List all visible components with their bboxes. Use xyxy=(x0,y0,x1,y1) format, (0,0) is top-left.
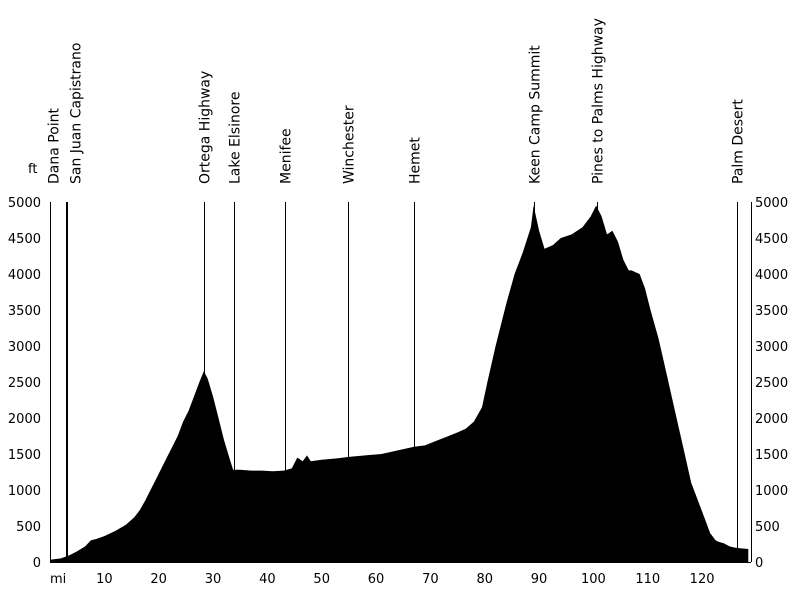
y-tick-label-right: 1000 xyxy=(755,484,788,499)
x-tick-label: 60 xyxy=(368,572,385,587)
x-tick-label: 20 xyxy=(150,572,167,587)
y-tick-label-left: 1500 xyxy=(8,448,41,463)
x-tick-label: 90 xyxy=(531,572,548,587)
y-tick-label-right: 0 xyxy=(755,556,763,571)
waypoint-label: Dana Point xyxy=(47,107,63,184)
y-tick-label-right: 3500 xyxy=(755,304,788,319)
y-tick-label-left: 3000 xyxy=(8,340,41,355)
waypoint-label: Hemet xyxy=(408,137,424,184)
y-tick-label-left: 2000 xyxy=(8,412,41,427)
x-axis-label: mi xyxy=(50,572,66,587)
y-tick-label-left: 500 xyxy=(16,520,41,535)
y-tick-label-right: 4500 xyxy=(755,232,788,247)
y-axis-label: ft xyxy=(28,162,37,177)
x-tick-label: 40 xyxy=(259,572,276,587)
x-tick-label: 10 xyxy=(96,572,113,587)
elevation-area xyxy=(50,205,749,562)
waypoint-label: Pines to Palms Highway xyxy=(591,18,607,184)
y-tick-label-left: 2500 xyxy=(8,376,41,391)
x-tick-label: 70 xyxy=(422,572,439,587)
x-tick-label: 30 xyxy=(205,572,222,587)
x-tick-label: 50 xyxy=(313,572,330,587)
y-tick-label-right: 3000 xyxy=(755,340,788,355)
y-tick-label-left: 1000 xyxy=(8,484,41,499)
y-tick-label-right: 2500 xyxy=(755,376,788,391)
y-tick-label-right: 1500 xyxy=(755,448,788,463)
y-tick-label-right: 4000 xyxy=(755,268,788,283)
y-tick-label-right: 2000 xyxy=(755,412,788,427)
waypoint-label: Ortega Highway xyxy=(198,71,214,184)
waypoint-label: San Juan Capistrano xyxy=(69,43,85,184)
y-tick-label-left: 3500 xyxy=(8,304,41,319)
waypoint-label: Keen Camp Summit xyxy=(528,45,544,184)
y-tick-label-right: 5000 xyxy=(755,196,788,211)
x-tick-label: 120 xyxy=(690,572,715,587)
y-tick-label-left: 5000 xyxy=(8,196,41,211)
plot-area xyxy=(50,202,749,562)
y-tick-label-left: 0 xyxy=(33,556,41,571)
y-tick-label-right: 500 xyxy=(755,520,780,535)
waypoint-label: Menifee xyxy=(279,128,295,184)
x-tick-label: 110 xyxy=(635,572,660,587)
waypoint-label: Winchester xyxy=(342,105,358,184)
waypoint-label: Palm Desert xyxy=(731,99,747,184)
waypoint-label: Lake Elsinore xyxy=(228,92,244,184)
y-tick-label-left: 4500 xyxy=(8,232,41,247)
y-tick-label-left: 4000 xyxy=(8,268,41,283)
x-tick-label: 100 xyxy=(581,572,606,587)
x-tick-label: 80 xyxy=(476,572,493,587)
